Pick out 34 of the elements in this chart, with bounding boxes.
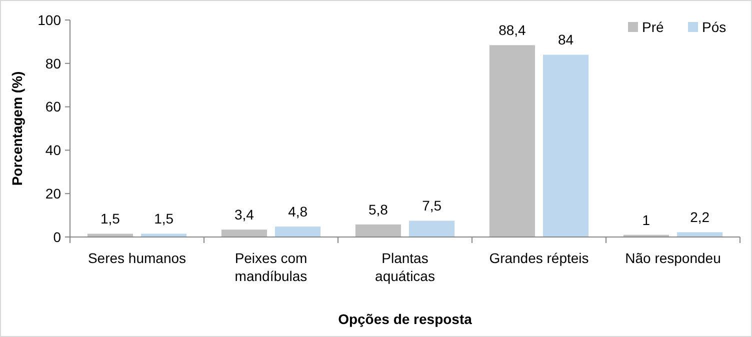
data-label: 1,5: [100, 210, 120, 227]
y-tick-label: 60: [45, 98, 62, 115]
y-tick-label: 0: [53, 228, 62, 245]
data-label: 1: [642, 212, 650, 228]
bar: [87, 234, 133, 237]
x-tick-label: Grandes répteis: [489, 250, 589, 266]
data-label: 1,5: [154, 210, 174, 227]
y-tick-label: 20: [45, 186, 62, 202]
data-label: 5,8: [368, 201, 388, 218]
data-label: 2,2: [690, 209, 710, 226]
bar: [355, 224, 401, 237]
y-axis-title: Porcentagem (%): [9, 71, 25, 186]
x-tick-label: Plantas aquáticas: [375, 250, 435, 284]
data-label: 84: [558, 32, 574, 48]
bar: [677, 232, 723, 237]
bar: [409, 220, 455, 237]
x-axis-title: Opções de resposta: [338, 311, 472, 327]
bar: [489, 45, 535, 237]
bar: [543, 54, 589, 237]
data-label: 3,4: [234, 206, 254, 223]
legend-label: Pré: [642, 19, 664, 35]
x-tick-label: Seres humanos: [88, 250, 186, 266]
y-tick-label: 80: [45, 55, 62, 72]
data-label: 7,5: [422, 198, 442, 214]
y-tick-label: 40: [45, 142, 62, 158]
bar: [221, 230, 267, 237]
data-label: 4,8: [288, 204, 308, 220]
x-tick-label: Não respondeu: [625, 250, 721, 266]
data-label: 88,4: [498, 22, 526, 38]
bar: [275, 226, 321, 237]
y-tick-label: 100: [38, 12, 62, 28]
legend-label: Pós: [702, 19, 726, 35]
x-tick-label: Peixes com mandíbulas: [234, 250, 308, 284]
bar: [141, 234, 187, 237]
